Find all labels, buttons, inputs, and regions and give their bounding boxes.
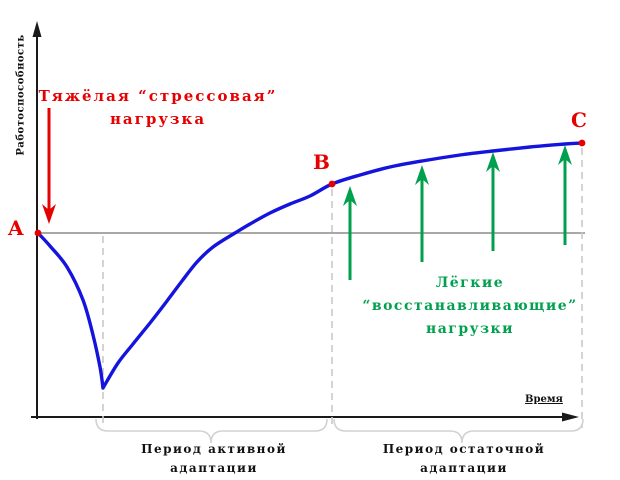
brace-residual-period xyxy=(333,418,584,444)
recovery-arrowhead-icon xyxy=(343,186,357,206)
dashed-guides xyxy=(102,148,583,428)
stress-arrowhead-icon xyxy=(42,204,56,224)
point-marker-b xyxy=(328,180,336,188)
recovery-arrowhead-icon xyxy=(558,145,572,165)
recovery-arrow xyxy=(486,152,500,251)
axes xyxy=(31,21,579,422)
y-axis-label: Работоспособность xyxy=(15,34,27,156)
period-residual-label: Период остаточной адаптации xyxy=(382,442,546,475)
y-axis-arrowhead-icon xyxy=(32,21,42,37)
stress-load-annotation: Тяжёлая “стрессовая” нагрузка xyxy=(38,87,278,128)
period-active-label: Период активной адаптации xyxy=(141,442,287,475)
point-markers xyxy=(34,139,586,237)
recovery-arrow xyxy=(558,145,572,245)
x-axis-arrowhead-icon xyxy=(562,412,579,422)
recovery-arrows xyxy=(343,145,572,280)
period-braces xyxy=(95,418,584,444)
recovery-arrow xyxy=(415,165,429,262)
point-b-label: B xyxy=(313,150,330,174)
point-a-label: A xyxy=(8,216,24,240)
recovery-loads-annotation: Лёгкие “восстанавливающие” нагрузки xyxy=(362,275,578,337)
recovery-arrowhead-icon xyxy=(486,152,500,172)
point-marker-c xyxy=(578,139,586,147)
x-axis-label: Время xyxy=(525,394,563,405)
point-c-label: C xyxy=(571,108,587,132)
performance-curve xyxy=(36,141,584,390)
brace-active-period xyxy=(95,418,328,444)
stress-arrow xyxy=(42,108,56,224)
recovery-arrowhead-icon xyxy=(415,165,429,185)
recovery-arrow xyxy=(343,186,357,280)
point-marker-a xyxy=(34,229,42,237)
